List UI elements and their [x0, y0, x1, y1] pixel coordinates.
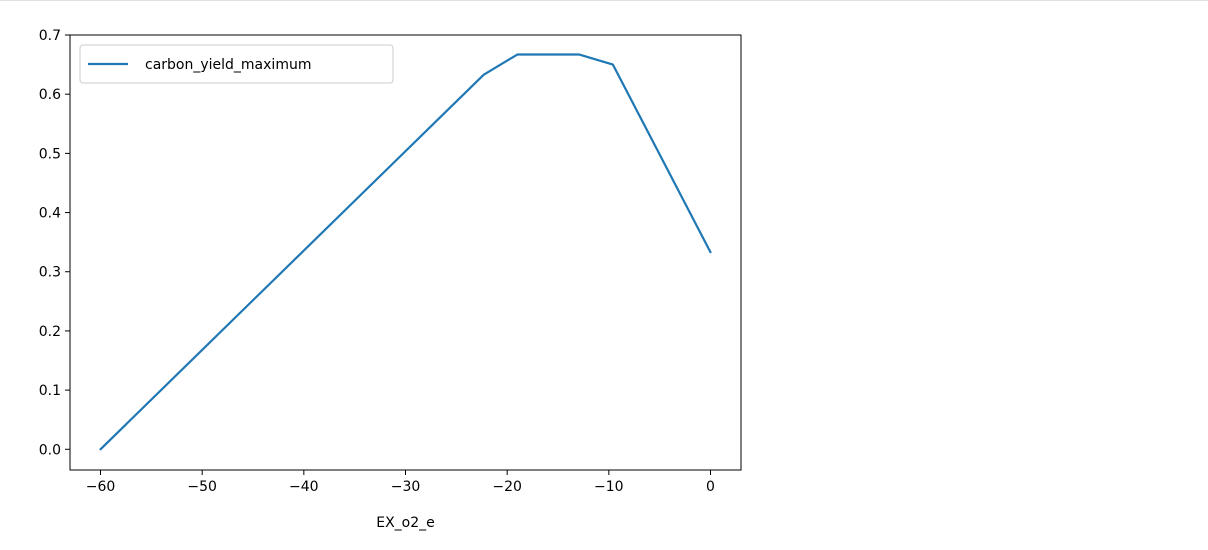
x-axis-label: EX_o2_e: [376, 515, 435, 531]
y-tick-label: 0.0: [39, 442, 61, 458]
legend-box: [79, 44, 394, 84]
y-tick-label: 0.2: [39, 324, 61, 340]
y-axis-ticks: 0.0 0.1 0.2 0.3 0.4 0.5 0.6 0.7: [39, 28, 70, 458]
legend: carbon_yield_maximum: [79, 44, 394, 84]
y-tick-label: 0.6: [39, 87, 61, 103]
series-line: [99, 53, 712, 451]
y-tick-label: 0.7: [39, 28, 61, 44]
x-tick-label: −10: [594, 479, 624, 495]
x-tick-label: −40: [289, 479, 319, 495]
x-tick-label: 0: [706, 479, 715, 495]
series-layer: [99, 53, 712, 451]
x-tick-label: −20: [492, 479, 522, 495]
y-tick-label: 0.3: [39, 265, 61, 281]
legend-label: carbon_yield_maximum: [145, 57, 311, 73]
x-tick-label: −60: [86, 479, 116, 495]
axes-frame: [69, 34, 742, 471]
x-axis-ticks: −60 −50 −40 −30 −20 −10 0: [86, 470, 715, 495]
y-tick-label: 0.5: [39, 146, 61, 162]
y-tick-label: 0.1: [39, 383, 61, 399]
x-tick-label: −50: [187, 479, 217, 495]
x-tick-label: −30: [391, 479, 421, 495]
y-tick-label: 0.4: [39, 206, 61, 222]
